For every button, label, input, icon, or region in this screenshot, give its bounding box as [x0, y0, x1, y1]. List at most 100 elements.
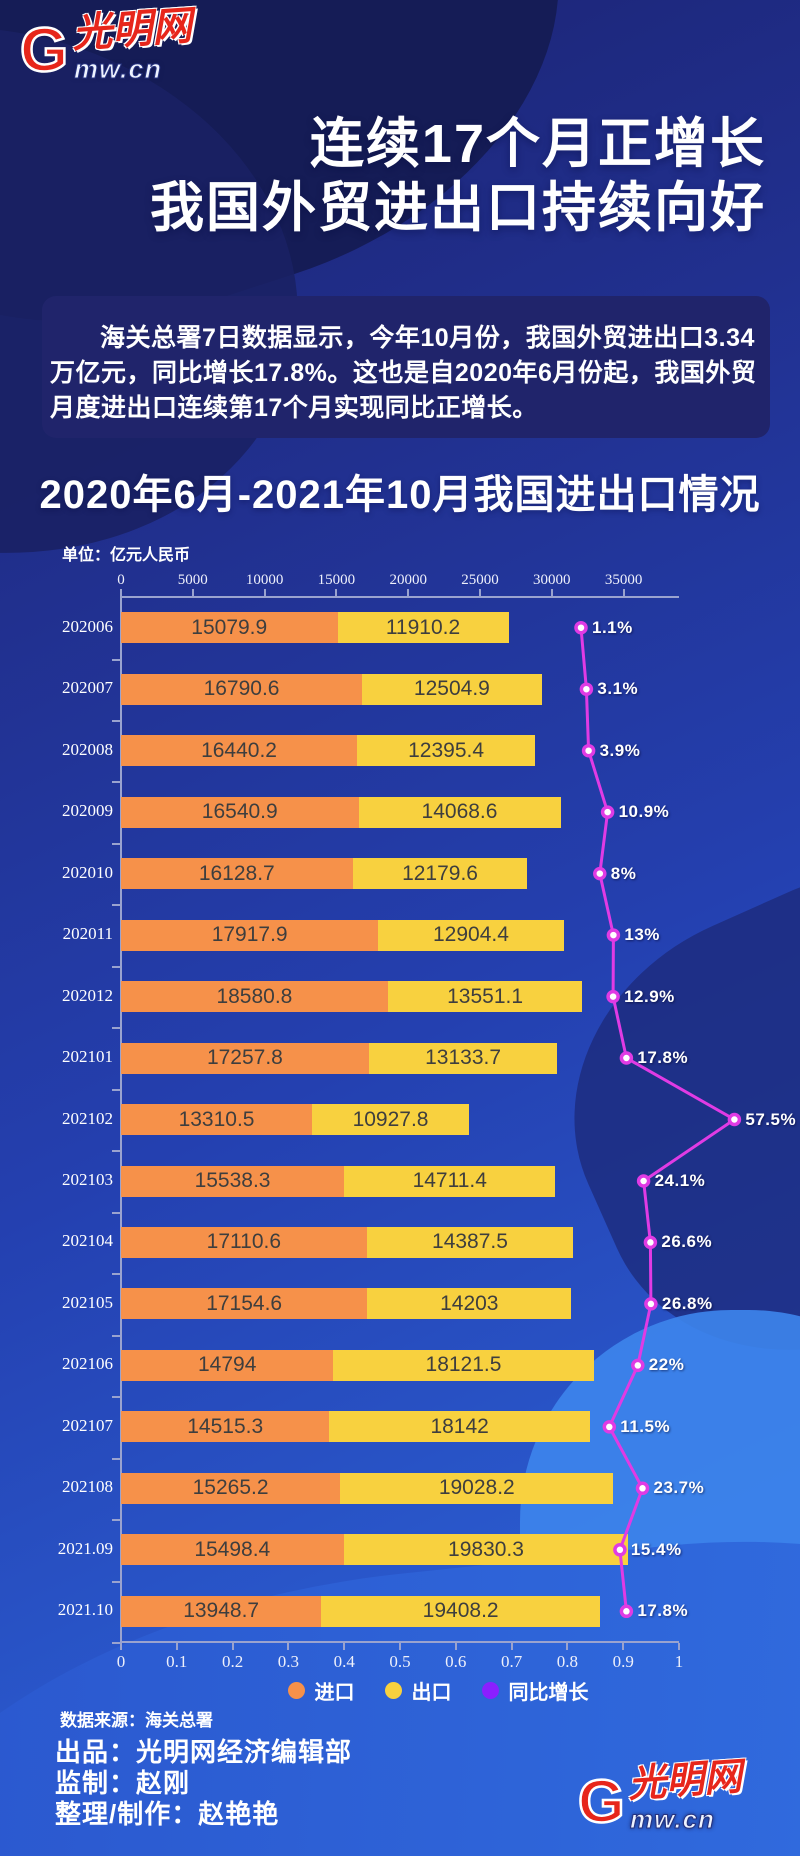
- import-value-label: 14515.3: [187, 1414, 264, 1438]
- month-label: 202107: [62, 1415, 113, 1435]
- footer-supervise-line: 监制：赵刚: [55, 1768, 191, 1798]
- growth-percent-label: 26.6%: [661, 1232, 713, 1252]
- top-axis-tick: [191, 589, 194, 596]
- growth-percent-label: 3.1%: [597, 679, 639, 699]
- y-axis-tick: [112, 904, 120, 907]
- growth-dot: [581, 743, 596, 758]
- brand-logo-top: G 光明网 mw.cn: [10, 4, 205, 86]
- month-label: 202008: [62, 739, 113, 759]
- export-value-label: 14068.6: [421, 800, 498, 824]
- footer-credits: 出品：光明网经济编辑部 监制：赵刚 整理/制作：赵艳艳: [55, 1737, 352, 1830]
- import-value-label: 15265.2: [192, 1476, 269, 1500]
- top-axis-tick-label: 5000: [177, 572, 208, 588]
- growth-percent-label: 8%: [610, 863, 637, 883]
- growth-percent-label: 10.9%: [618, 802, 670, 822]
- import-bar-segment: 15079.9: [121, 612, 338, 644]
- export-value-label: 19408.2: [422, 1599, 499, 1623]
- growth-percent-label: 1.1%: [592, 617, 633, 637]
- main-title: 连续17个月正增长 我国外贸进出口持续向好: [0, 112, 766, 240]
- growth-dot: [636, 1174, 651, 1188]
- export-bar-segment: 19028.2: [340, 1472, 614, 1504]
- month-label: 202104: [62, 1231, 113, 1251]
- import-bar-segment: 17110.6: [121, 1226, 367, 1258]
- export-bar-segment: 19408.2: [321, 1595, 600, 1627]
- top-axis-tick: [479, 589, 481, 596]
- y-axis-tick: [112, 1334, 120, 1337]
- chart-legend: 进口 出口 同比增长: [38, 1676, 800, 1705]
- growth-percent-label: 23.7%: [653, 1478, 705, 1498]
- growth-dot: [643, 1235, 658, 1250]
- y-axis-tick: [112, 658, 120, 661]
- data-source-label: 数据来源：海关总署: [60, 1711, 213, 1730]
- export-bar-segment: 13133.7: [368, 1042, 558, 1074]
- growth-percent-label: 24.1%: [654, 1171, 706, 1190]
- bottom-axis-tick-label: 0.4: [333, 1652, 355, 1671]
- growth-percent-label: 57.5%: [745, 1109, 797, 1129]
- y-axis-tick: [112, 1642, 120, 1644]
- brand-chinese-name: 光明网: [70, 3, 194, 57]
- import-value-label: 17257.8: [206, 1046, 283, 1069]
- bottom-axis-tick-label: 0.1: [166, 1652, 188, 1671]
- top-axis-tick: [120, 589, 122, 596]
- growth-dot: [635, 1481, 650, 1496]
- bottom-axis-tick-label: 0.5: [389, 1652, 411, 1671]
- growth-percent-label: 3.9%: [599, 740, 641, 760]
- growth-percent-label: 26.8%: [661, 1293, 713, 1313]
- import-value-label: 17154.6: [206, 1291, 283, 1315]
- y-axis-tick: [112, 1088, 120, 1091]
- month-label: 202103: [62, 1170, 113, 1189]
- bottom-axis-tick: [678, 1643, 680, 1650]
- bottom-axis-tick: [175, 1643, 178, 1650]
- import-value-label: 17917.9: [211, 923, 288, 947]
- y-axis-tick: [112, 842, 120, 845]
- bottom-axis-tick: [287, 1643, 290, 1650]
- brand-chinese-name: 光明网: [626, 1756, 744, 1806]
- y-axis-tick: [112, 1519, 120, 1522]
- top-axis-tick: [407, 589, 410, 596]
- top-axis-tick-label: 25000: [461, 572, 499, 588]
- brand-domain: mw.cn: [73, 54, 163, 84]
- top-axis-tick-label: 0: [117, 572, 125, 588]
- intro-box: 海关总署7日数据显示，今年10月份，我国外贸进出口3.34万亿元，同比增长17.…: [42, 296, 770, 438]
- export-bar-segment: 12395.4: [357, 735, 536, 767]
- y-axis-tick: [112, 1027, 120, 1030]
- import-bar-segment: 16540.9: [121, 796, 359, 828]
- footer-edit-line: 整理/制作：赵艳艳: [55, 1799, 280, 1829]
- main-title-line1: 连续17个月正增长: [309, 114, 766, 174]
- top-axis-tick: [622, 589, 625, 596]
- growth-percent-label: 12.9%: [624, 986, 675, 1006]
- y-axis-tick: [112, 1211, 120, 1214]
- growth-percent-label: 13%: [624, 925, 660, 945]
- legend-item: 同比增长: [481, 1676, 589, 1705]
- y-axis-tick: [112, 1273, 120, 1276]
- import-value-label: 16440.2: [201, 738, 277, 762]
- import-bar-segment: 17257.8: [121, 1042, 369, 1074]
- legend-dot-icon: [287, 1682, 305, 1699]
- bottom-axis-tick-label: 0.8: [556, 1652, 579, 1671]
- growth-percent-label: 15.4%: [630, 1539, 682, 1559]
- month-label: 202106: [62, 1354, 113, 1374]
- export-value-label: 12504.9: [413, 677, 490, 701]
- month-label: 202009: [62, 801, 113, 821]
- export-value-label: 13551.1: [447, 984, 524, 1008]
- top-axis-tick-label: 20000: [389, 572, 427, 588]
- month-label: 202105: [62, 1292, 113, 1312]
- import-bar-segment: 18580.8: [121, 981, 388, 1013]
- y-axis-tick: [112, 1396, 120, 1399]
- y-axis-tick: [112, 965, 120, 968]
- bottom-axis-tick: [566, 1643, 569, 1650]
- growth-dot: [593, 866, 607, 881]
- growth-percent-label: 11.5%: [620, 1416, 671, 1436]
- export-value-label: 18121.5: [425, 1353, 502, 1377]
- y-axis-tick: [112, 1457, 120, 1460]
- month-label: 202108: [62, 1477, 113, 1497]
- export-value-label: 12395.4: [408, 738, 485, 762]
- import-bar-segment: 17917.9: [121, 919, 379, 951]
- top-axis-line: [121, 596, 679, 598]
- export-value-label: 14203: [440, 1291, 499, 1315]
- growth-dot: [631, 1358, 645, 1373]
- footer-produce-line: 出品：光明网经济编辑部: [55, 1737, 353, 1767]
- bottom-axis-tick: [399, 1643, 401, 1650]
- export-bar-segment: 14203: [367, 1288, 572, 1320]
